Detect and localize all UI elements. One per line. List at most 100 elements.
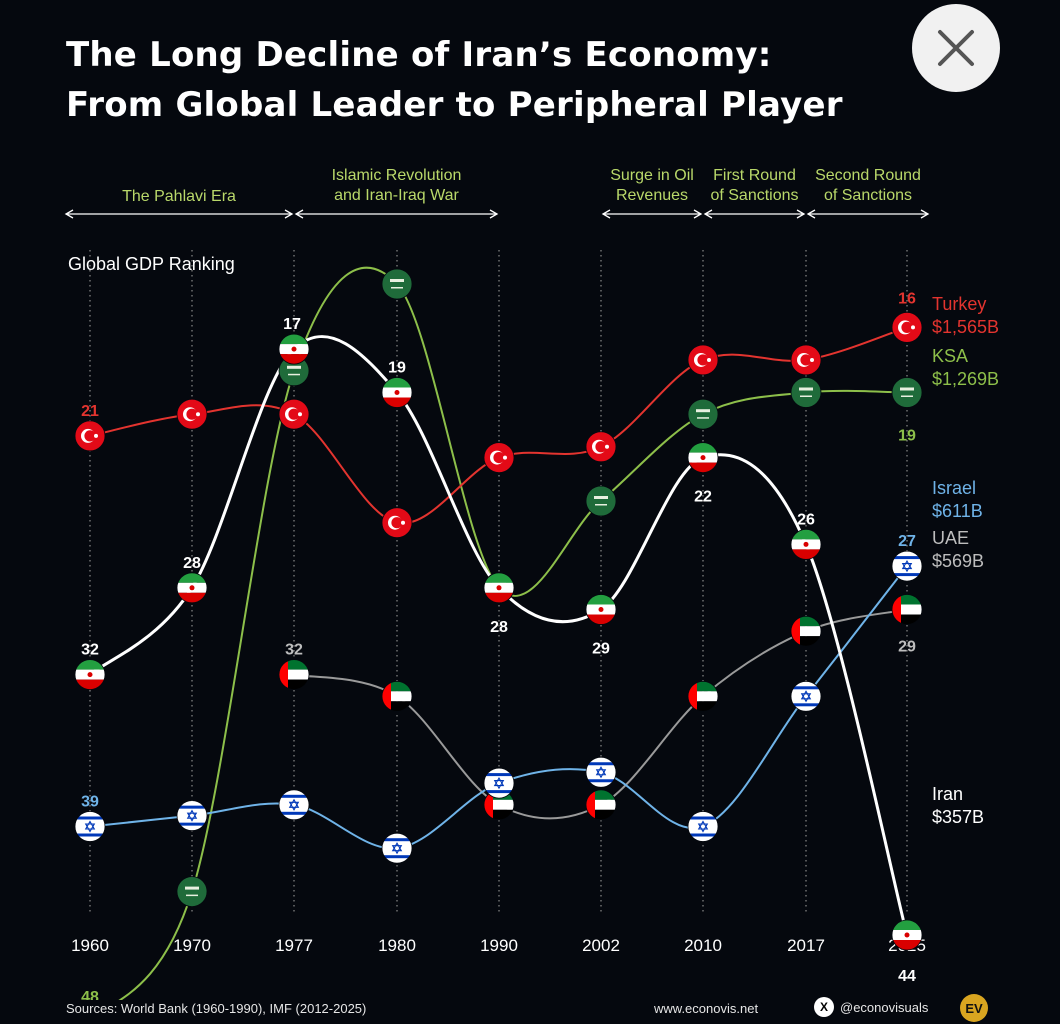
iran-value-label-2010: 22 [694, 489, 712, 506]
sources-note: Sources: World Bank (1960-1990), IMF (20… [66, 1001, 367, 1016]
x-axis-label-1990: 1990 [480, 936, 518, 955]
iran-point-2002 [585, 594, 617, 625]
ksa-point-2010 [687, 398, 719, 430]
turkey-value-label-2025: 16 [898, 290, 916, 307]
ksa-series-line [118, 266, 908, 1000]
uae-value-label-2025: 29 [898, 639, 916, 656]
era-arrow-right [284, 209, 294, 219]
uae-point-2002 [585, 789, 617, 821]
ksa-point-2002 [585, 485, 617, 517]
turkey-point-1960 [74, 420, 106, 452]
uae-point-2017 [790, 615, 822, 647]
iran-point-2025 [891, 919, 923, 951]
turkey-value-label-1960: 21 [81, 403, 99, 420]
uae-point-1977 [278, 659, 310, 690]
israel-point-2017 [790, 680, 822, 712]
iran-point-1970 [176, 572, 208, 604]
social-handle[interactable]: X @econovisuals [814, 997, 928, 1017]
iran-value-label-1990: 28 [490, 619, 508, 636]
ksa-end-gdp: $1,269B [932, 369, 999, 389]
chart-subtitle: Global GDP Ranking [68, 254, 235, 274]
iran-value-label-1960: 32 [81, 642, 99, 659]
israel-value-label-1960: 39 [81, 794, 99, 811]
era-label: and Iran-Iraq War [334, 187, 459, 204]
iran-point-1960 [74, 659, 106, 690]
era-arrow-left [806, 209, 816, 219]
israel-point-1960 [74, 811, 106, 842]
x-axis-label-1960: 1960 [71, 936, 109, 955]
turkey-point-2002 [585, 431, 617, 463]
iran-end-name: Iran [932, 784, 963, 804]
econovis-logo: EV [960, 994, 988, 1022]
era-label: of Sanctions [710, 187, 798, 204]
turkey-point-1970 [176, 398, 208, 430]
iran-value-label-1980: 19 [388, 360, 406, 377]
era-label: Revenues [616, 187, 688, 204]
x-axis-label-2002: 2002 [582, 936, 620, 955]
iran-point-2017 [790, 529, 822, 560]
page-title: The Long Decline of Iran’s Economy: From… [66, 30, 843, 130]
uae-end-gdp: $569B [932, 551, 984, 571]
israel-end-gdp: $611B [932, 501, 983, 521]
title-line-1: The Long Decline of Iran’s Economy: [66, 35, 772, 75]
era-label: Islamic Revolution [332, 167, 462, 184]
ksa-value-label-1960: 48 [81, 989, 99, 1000]
era-arrow-left [294, 209, 304, 219]
israel-point-1980 [381, 832, 413, 864]
gdp-ranking-chart: The Pahlavi Era Islamic Revolution and Ira… [64, 167, 999, 1000]
era-arrow-right [796, 209, 806, 219]
turkey-point-2010 [687, 344, 719, 376]
iran-point-1990 [483, 572, 515, 604]
turkey-end-name: Turkey [932, 294, 986, 314]
iran-value-label-2002: 29 [592, 641, 610, 658]
era-arrow-left [703, 209, 713, 219]
israel-point-2025 [891, 550, 923, 582]
close-button[interactable] [912, 4, 1000, 92]
x-axis-label-1970: 1970 [173, 936, 211, 955]
uae-point-1980 [381, 680, 413, 712]
x-axis-label-2010: 2010 [684, 936, 722, 955]
era-arrow-left [601, 209, 611, 219]
era-label: Second Round [815, 167, 921, 184]
title-line-2: From Global Leader to Peripheral Player [66, 85, 843, 125]
turkey-end-gdp: $1,565B [932, 317, 999, 337]
era-arrow-right [693, 209, 703, 219]
iran-value-label-2017: 26 [797, 511, 815, 528]
ksa-point-1980 [381, 268, 413, 300]
website-link[interactable]: www.econovis.net [654, 1001, 759, 1016]
ksa-point-1970 [176, 876, 208, 907]
iran-point-1977 [278, 333, 310, 365]
ksa-value-label-2025: 19 [898, 428, 916, 445]
x-logo-icon: X [814, 997, 834, 1017]
iran-end-gdp: $357B [932, 807, 984, 827]
x-axis-label-1977: 1977 [275, 936, 313, 955]
israel-value-label-2025: 27 [898, 533, 916, 550]
iran-point-1980 [381, 377, 413, 408]
uae-end-name: UAE [932, 528, 969, 548]
era-label: Surge in Oil [610, 167, 694, 184]
x-axis-label-1980: 1980 [378, 936, 416, 955]
israel-point-2010 [687, 811, 719, 842]
turkey-point-1977 [278, 398, 310, 430]
uae-point-2010 [687, 680, 719, 712]
iran-point-2010 [687, 442, 719, 474]
era-label: of Sanctions [824, 187, 912, 204]
iran-value-label-1977: 17 [283, 316, 301, 333]
turkey-point-2017 [790, 344, 822, 376]
ksa-point-2017 [790, 377, 822, 408]
x-axis-label-2017: 2017 [787, 936, 825, 955]
turkey-point-2025 [891, 311, 923, 343]
close-icon [938, 30, 974, 66]
israel-point-1977 [278, 789, 310, 821]
iran-value-label-1970: 28 [183, 555, 201, 572]
israel-point-2002 [585, 756, 617, 788]
era-label: First Round [713, 167, 796, 184]
israel-point-1990 [483, 767, 515, 799]
turkey-point-1990 [483, 442, 515, 474]
israel-end-name: Israel [932, 478, 976, 498]
uae-point-2025 [891, 594, 923, 625]
israel-point-1970 [176, 800, 208, 832]
era-arrow-left [64, 209, 74, 219]
turkey-point-1980 [381, 507, 413, 539]
era-arrow-right [920, 209, 930, 219]
